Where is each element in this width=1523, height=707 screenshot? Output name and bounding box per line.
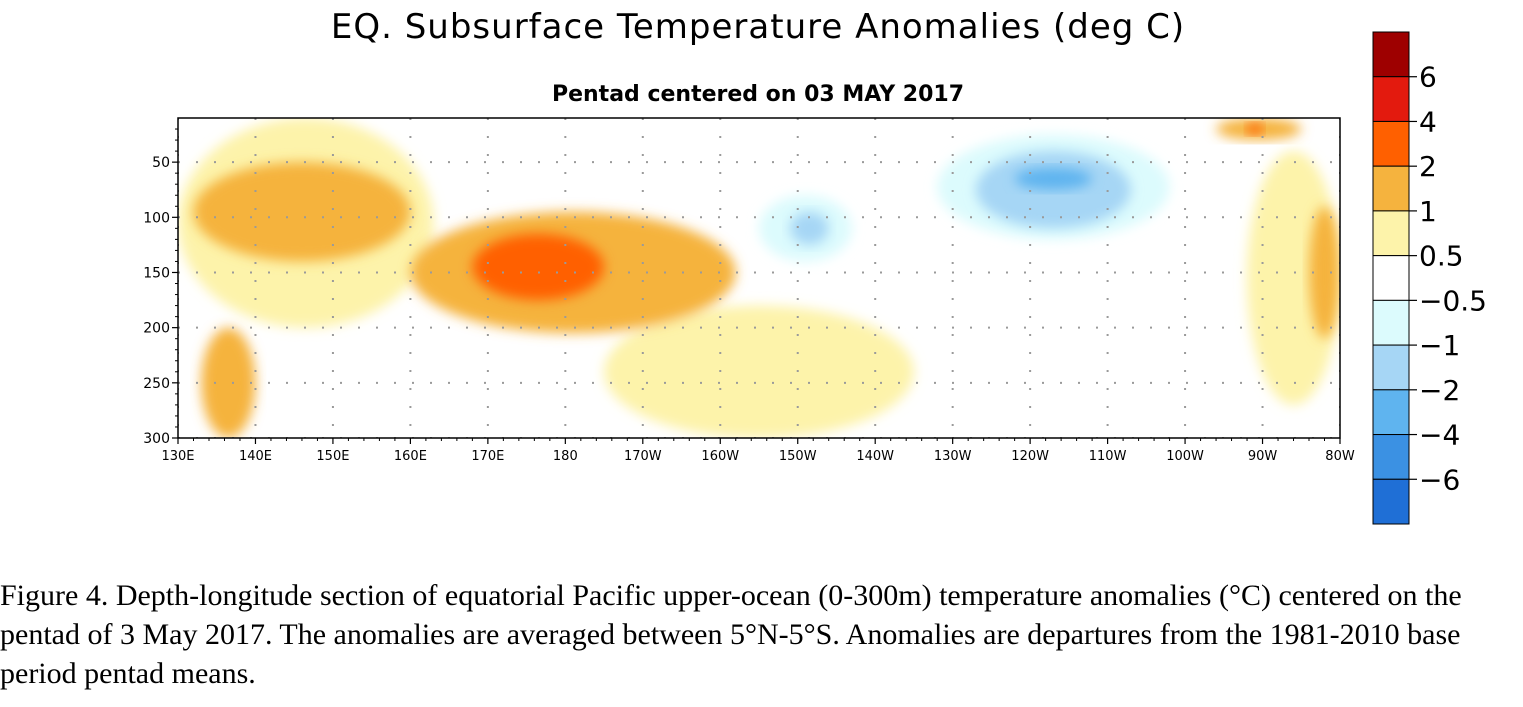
x-tick-label: 160W [701,449,739,464]
colorbar-swatch [1372,31,1410,78]
x-tick-label: 130W [934,449,972,464]
anomaly-region [789,211,829,245]
anomaly-region [1309,206,1340,339]
colorbar-swatch [1372,165,1410,212]
anomaly-region [1014,167,1093,190]
colorbar-swatch [1372,299,1410,346]
plot-frame [177,117,1341,439]
y-tick-label: 250 [143,376,170,392]
anomaly-field [178,118,1340,438]
colorbar-label: −4 [1419,419,1460,452]
colorbar-label: 0.5 [1419,240,1464,273]
x-tick-label: 150E [316,449,349,464]
x-tick-label: 150W [779,449,817,464]
chart-subtitle: Pentad centered on 03 MAY 2017 [552,82,964,107]
colorbar-swatch [1372,389,1410,436]
chart-title: EQ. Subsurface Temperature Anomalies (de… [331,7,1185,47]
plot-area: 130E 140E 150E 160E 170E 180 170W 160W 150W 140W 1… [143,117,1355,464]
figure: EQ. Subsurface Temperature Anomalies (de… [143,7,1487,525]
colorbar-label: −6 [1419,463,1460,496]
anomaly-region [472,233,605,301]
x-tick-label: 100W [1166,449,1204,464]
y-tick-label: 50 [152,155,170,171]
anomaly-region [1247,123,1263,135]
anomaly-region [1247,151,1340,405]
colorbar-label: −0.5 [1419,284,1487,317]
x-tick-label: 170W [624,449,662,464]
anomaly-region [201,327,256,438]
y-axis: 50 100 150 200 250 300 [143,128,178,447]
x-tick-label: 170E [471,449,504,464]
x-axis: 130E 140E 150E 160E 170E 180 170W 160W 150W 140W 1… [161,438,1355,464]
figure-caption: Figure 4. Depth-longitude section of equ… [0,579,1470,690]
colorbar: 6 4 2 1 0.5 −0.5 −1 −2 −4 −6 [1372,31,1487,525]
anomaly-region [975,151,1131,229]
colorbar-label: 4 [1419,105,1437,138]
y-tick-label: 150 [143,265,170,281]
colorbar-swatch [1372,434,1410,480]
colorbar-swatch [1372,255,1410,301]
x-tick-label: 120W [1011,449,1049,464]
x-tick-label: 80W [1325,449,1355,464]
x-tick-label: 110W [1089,449,1127,464]
x-tick-label: 140E [239,449,272,464]
anomaly-region [193,162,411,262]
x-tick-label: 90W [1248,449,1278,464]
colorbar-label: 6 [1419,61,1437,94]
y-tick-label: 200 [143,321,170,337]
x-tick-label: 140W [856,449,894,464]
anomaly-region [604,305,914,438]
colorbar-label: −2 [1419,374,1460,407]
x-tick-label: 180 [553,449,578,464]
x-tick-label: 130E [161,449,194,464]
colorbar-swatch [1372,76,1410,122]
colorbar-label: −1 [1419,329,1460,362]
y-tick-label: 100 [143,210,170,226]
colorbar-swatch [1372,120,1410,167]
colorbar-swatch [1372,210,1410,257]
colorbar-swatch [1372,478,1410,525]
colorbar-label: 1 [1419,195,1437,228]
colorbar-swatch [1372,344,1410,391]
y-tick-label: 300 [143,431,170,447]
x-tick-label: 160E [394,449,427,464]
colorbar-label: 2 [1419,150,1437,183]
